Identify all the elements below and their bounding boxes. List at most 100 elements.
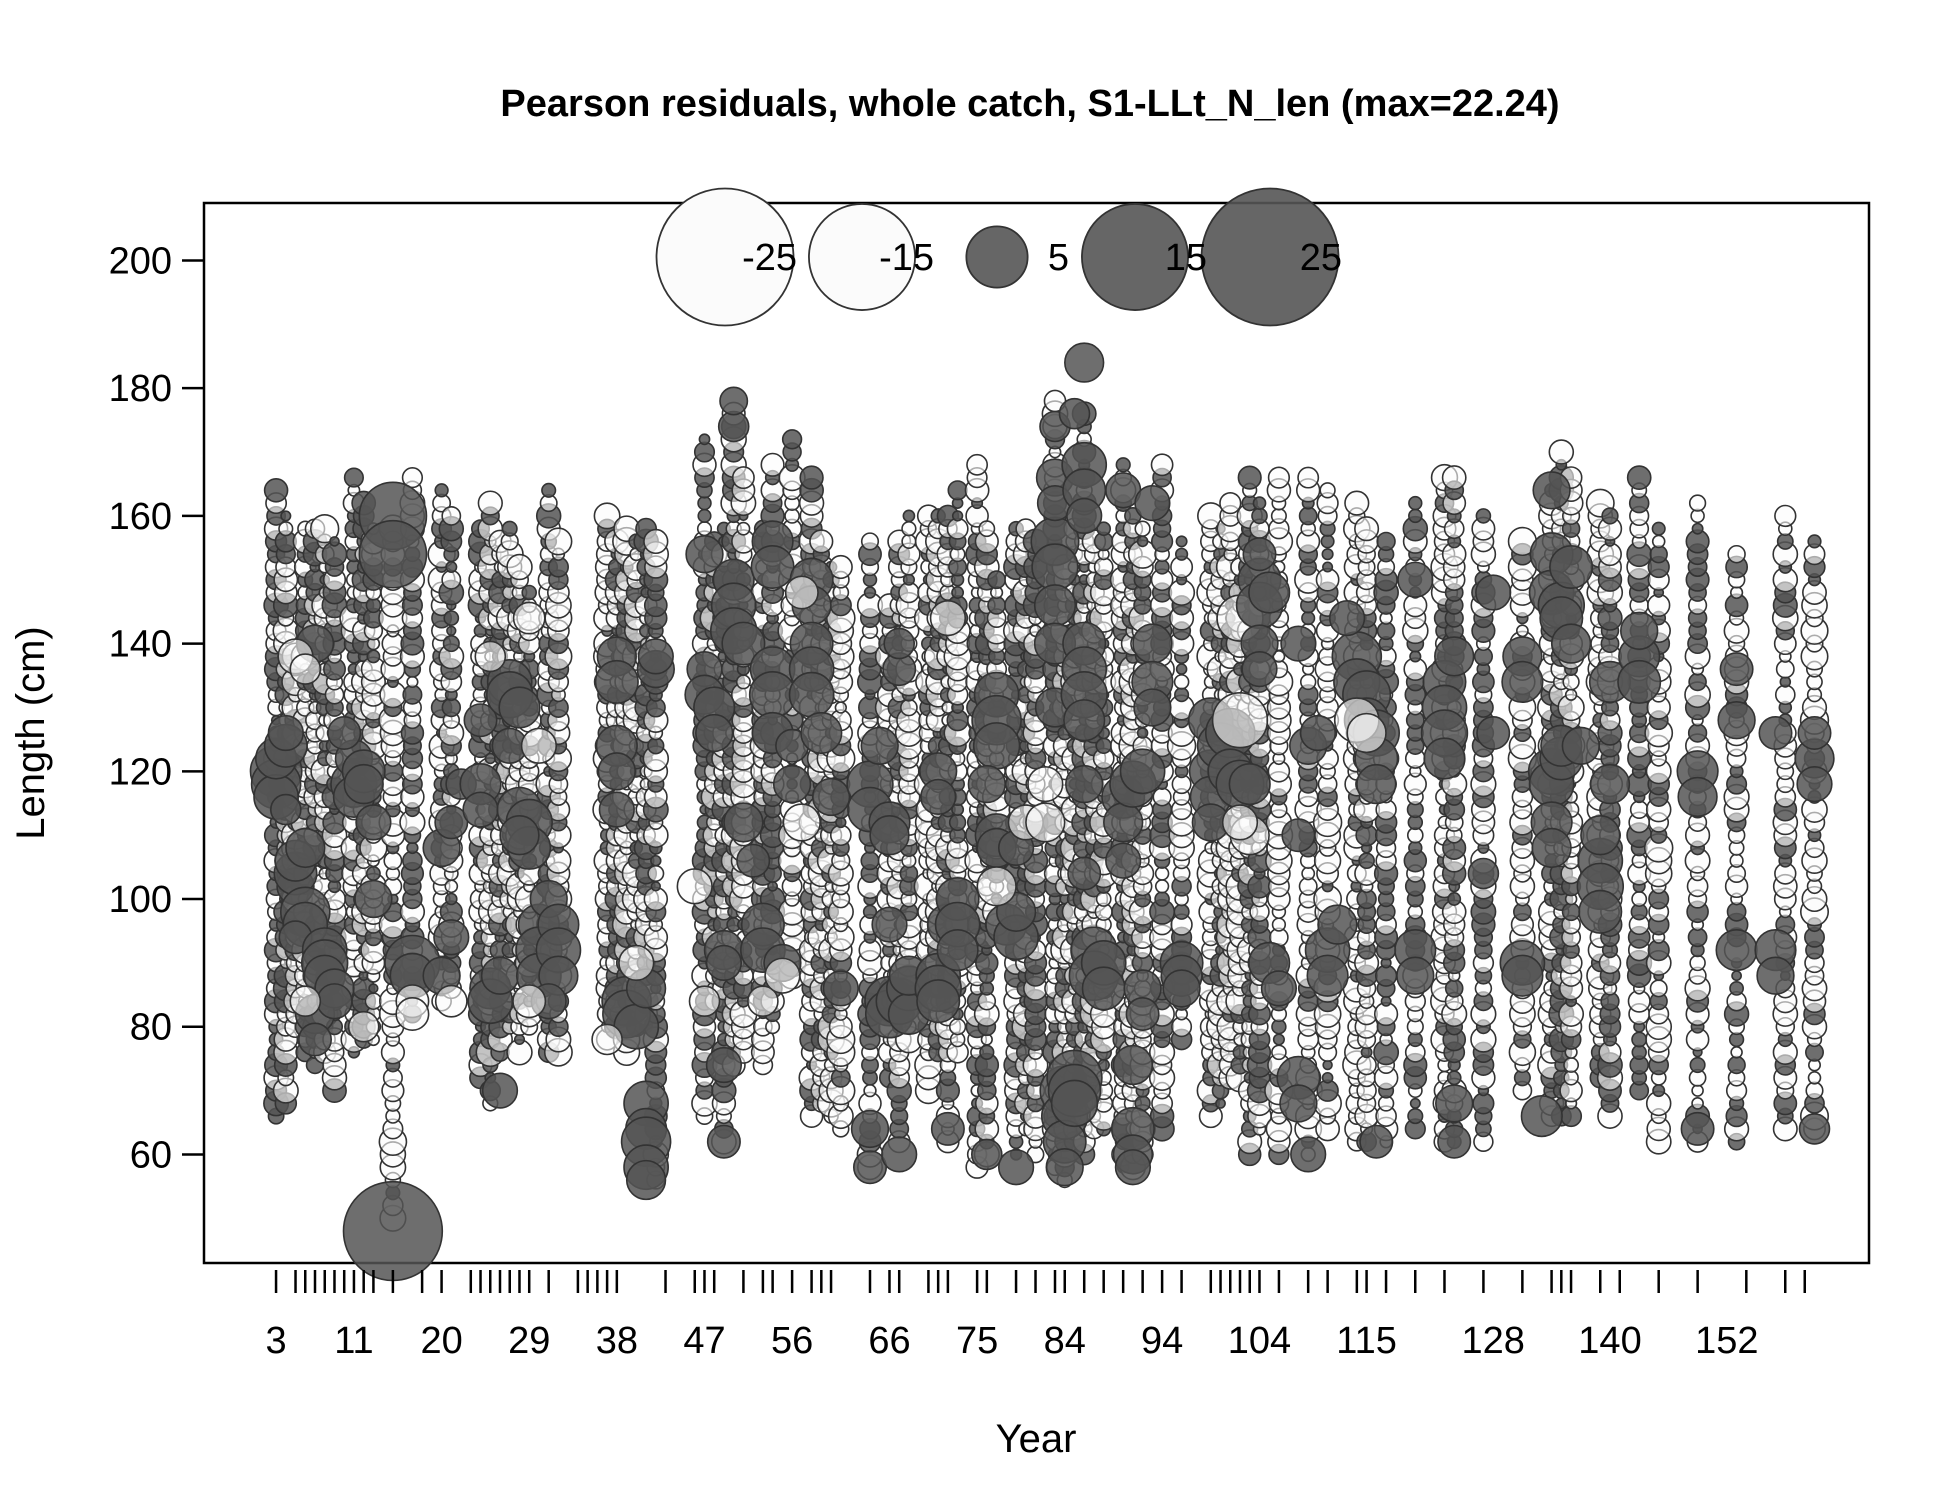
x-tick-label: 84 <box>1044 1320 1086 1362</box>
residual-bubble <box>366 649 381 664</box>
residual-bubble <box>1134 484 1171 522</box>
residual-bubble <box>1437 1124 1472 1159</box>
residual-bubble <box>1251 507 1268 525</box>
residual-bubble <box>748 670 797 719</box>
residual-bubble <box>1067 856 1102 891</box>
residual-bubble <box>1501 954 1544 997</box>
residual-bubble <box>1281 818 1316 853</box>
residual-bubble <box>625 1159 667 1201</box>
residual-bubble <box>835 816 847 829</box>
residual-bubble <box>1272 1033 1285 1046</box>
residual-bubble <box>1756 956 1795 995</box>
residual-bubble <box>987 570 1007 590</box>
residual-bubble <box>1025 802 1066 843</box>
residual-bubble <box>1136 535 1149 548</box>
y-tick-label: 120 <box>109 751 172 793</box>
residual-bubble <box>1271 1044 1287 1061</box>
residual-bubble <box>445 560 458 574</box>
residual-bubble <box>1532 471 1571 510</box>
residual-bubble <box>441 569 462 590</box>
residual-bubble <box>850 1109 890 1149</box>
residual-bubble <box>705 1046 743 1084</box>
residual-bubble <box>1175 535 1188 548</box>
residual-bubble <box>1691 1084 1704 1097</box>
residual-bubble <box>1356 1054 1377 1076</box>
chart-title: Pearson residuals, whole catch, S1-LLt_N… <box>500 83 1559 125</box>
residual-bubble <box>1564 688 1578 701</box>
residual-bubble <box>441 697 462 718</box>
residual-bubble <box>1320 534 1335 549</box>
residual-bubble <box>354 879 393 919</box>
residual-bubble <box>1689 1056 1706 1074</box>
residual-bubble <box>784 575 819 610</box>
residual-bubble <box>1162 969 1201 1008</box>
x-tick-label: 29 <box>508 1320 550 1362</box>
residual-bubble <box>1651 534 1666 549</box>
x-axis-label: Year <box>996 1417 1077 1461</box>
residual-bubble <box>929 599 967 637</box>
residual-bubble <box>800 711 843 755</box>
residual-bubble <box>1152 787 1172 807</box>
x-tick-label: 3 <box>265 1320 286 1362</box>
residual-bubble <box>1688 494 1707 512</box>
residual-bubble <box>1095 891 1112 907</box>
residual-bubble <box>1133 688 1172 727</box>
residual-bubble <box>676 868 713 905</box>
residual-bubble <box>902 509 916 523</box>
residual-bubble <box>1688 672 1707 692</box>
residual-bubble <box>1629 800 1649 819</box>
residual-bubble <box>1154 879 1170 894</box>
residual-bubble <box>368 983 379 994</box>
residual-bubble <box>1652 1084 1666 1098</box>
residual-bubble <box>695 713 734 753</box>
residual-bubble <box>1301 611 1316 626</box>
residual-bubble <box>1649 544 1668 564</box>
residual-bubble <box>799 465 824 490</box>
residual-bubble <box>355 804 392 841</box>
residual-bubble <box>1045 1148 1084 1187</box>
residual-bubble <box>966 453 989 476</box>
residual-bubble <box>1548 439 1575 465</box>
residual-bubble <box>347 1010 380 1043</box>
residual-bubble <box>767 880 778 892</box>
residual-bubble <box>863 586 877 599</box>
residual-bubble <box>402 684 423 705</box>
residual-bubble <box>834 701 847 714</box>
residual-bubble <box>269 793 302 826</box>
residual-bubble <box>1631 1031 1648 1048</box>
residual-bubble <box>1267 466 1291 489</box>
residual-bubble <box>698 433 711 446</box>
residual-bubble <box>1114 1149 1152 1186</box>
residual-bubble <box>1173 903 1190 920</box>
x-tick-label: 104 <box>1228 1320 1291 1362</box>
residual-bubble <box>401 466 424 489</box>
residual-bubble <box>987 595 1007 615</box>
residual-bubble <box>1444 979 1464 998</box>
residual-bubble <box>1344 490 1370 516</box>
residual-bubble <box>618 944 655 982</box>
residual-bubble <box>1774 684 1796 706</box>
residual-bubble <box>1298 506 1318 526</box>
residual-bubble <box>1290 1136 1327 1173</box>
residual-bubble <box>591 1023 623 1056</box>
residual-bubble <box>947 480 968 501</box>
residual-bubble <box>782 803 821 842</box>
x-tick-label: 20 <box>420 1320 462 1362</box>
residual-bubble <box>731 466 755 490</box>
residual-bubble <box>967 764 1006 804</box>
residual-bubble <box>1408 495 1423 511</box>
residual-bubble <box>1520 1094 1563 1138</box>
residual-bubble <box>1050 1079 1099 1128</box>
residual-bubble <box>647 864 665 883</box>
residual-bubble <box>1115 457 1131 473</box>
legend: -25 -15 5 15 25 <box>655 187 1342 327</box>
residual-bubble <box>1031 543 1079 591</box>
residual-bubble <box>979 1044 995 1060</box>
residual-bubble <box>1358 852 1375 870</box>
x-tick-label: 38 <box>596 1320 638 1362</box>
residual-bubble <box>506 553 533 581</box>
x-tick-label: 128 <box>1461 1320 1524 1362</box>
residual-bubble <box>1730 1046 1743 1059</box>
